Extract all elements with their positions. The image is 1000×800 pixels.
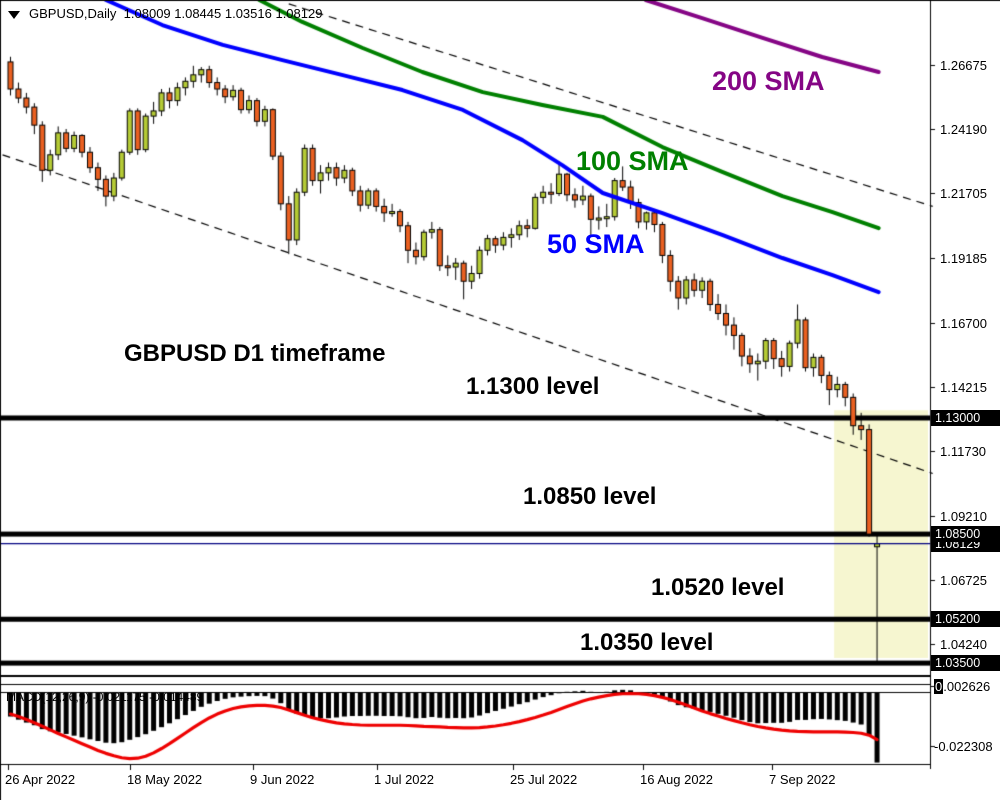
date-axis-label: 26 Apr 2022 xyxy=(5,772,76,787)
level-price-badge: 1.08500 xyxy=(931,526,1000,543)
price-axis-tick-label: 1.14215 xyxy=(940,379,987,395)
date-axis-label: 16 Aug 2022 xyxy=(640,772,714,787)
annotation-50-sma: 50 SMA xyxy=(547,229,645,259)
level-price-badge: 1.13000 xyxy=(931,409,1000,426)
macd-axis-label: -0.022308 xyxy=(934,739,993,755)
price-axis-tick-label: 1.21705 xyxy=(940,186,987,202)
chart-title-bar: GBPUSD,Daily 1.08009 1.08445 1.03516 1.0… xyxy=(8,6,322,21)
price-axis-tick-label: 1.09210 xyxy=(940,508,987,524)
date-axis-label: 18 May 2022 xyxy=(127,772,203,787)
price-axis-tick-label: 1.11730 xyxy=(940,443,987,459)
annotation-timeframe: GBPUSD D1 timeframe xyxy=(124,340,386,367)
annotation-level-10520: 1.0520 level xyxy=(651,574,785,601)
date-axis-label: 1 Jul 2022 xyxy=(374,772,434,787)
symbol-dropdown-arrow-icon[interactable] xyxy=(8,10,20,19)
level-price-badge: 1.05200 xyxy=(931,611,1000,628)
price-axis-tick-label: 1.04240 xyxy=(940,637,987,652)
annotation-level-10850: 1.0850 level xyxy=(523,483,657,510)
annotation-level-11300: 1.1300 level xyxy=(466,373,600,400)
level-price-badge: 1.03500 xyxy=(931,655,1000,672)
date-axis-label: 7 Sep 2022 xyxy=(769,772,836,787)
symbol-period-label: GBPUSD,Daily xyxy=(29,6,117,21)
date-axis-label: 9 Jun 2022 xyxy=(250,772,315,787)
date-axis-label: 25 Jul 2022 xyxy=(510,772,578,787)
price-axis-tick-label: 1.06725 xyxy=(940,572,987,588)
annotation-100-sma: 100 SMA xyxy=(576,146,689,176)
annotation-level-10350: 1.0350 level xyxy=(580,629,714,656)
ohlc-values-label: 1.08009 1.08445 1.03516 1.08129 xyxy=(123,6,323,21)
price-axis-tick-label: 1.19185 xyxy=(940,251,987,267)
macd-axis-label: 0.002626 xyxy=(934,678,991,694)
price-axis-tick-label: 1.26675 xyxy=(940,58,987,74)
price-axis-tick-label: 1.24190 xyxy=(940,122,987,138)
annotation-200-sma: 200 SMA xyxy=(712,66,825,96)
price-axis-tick-label: 1.16700 xyxy=(940,315,987,331)
